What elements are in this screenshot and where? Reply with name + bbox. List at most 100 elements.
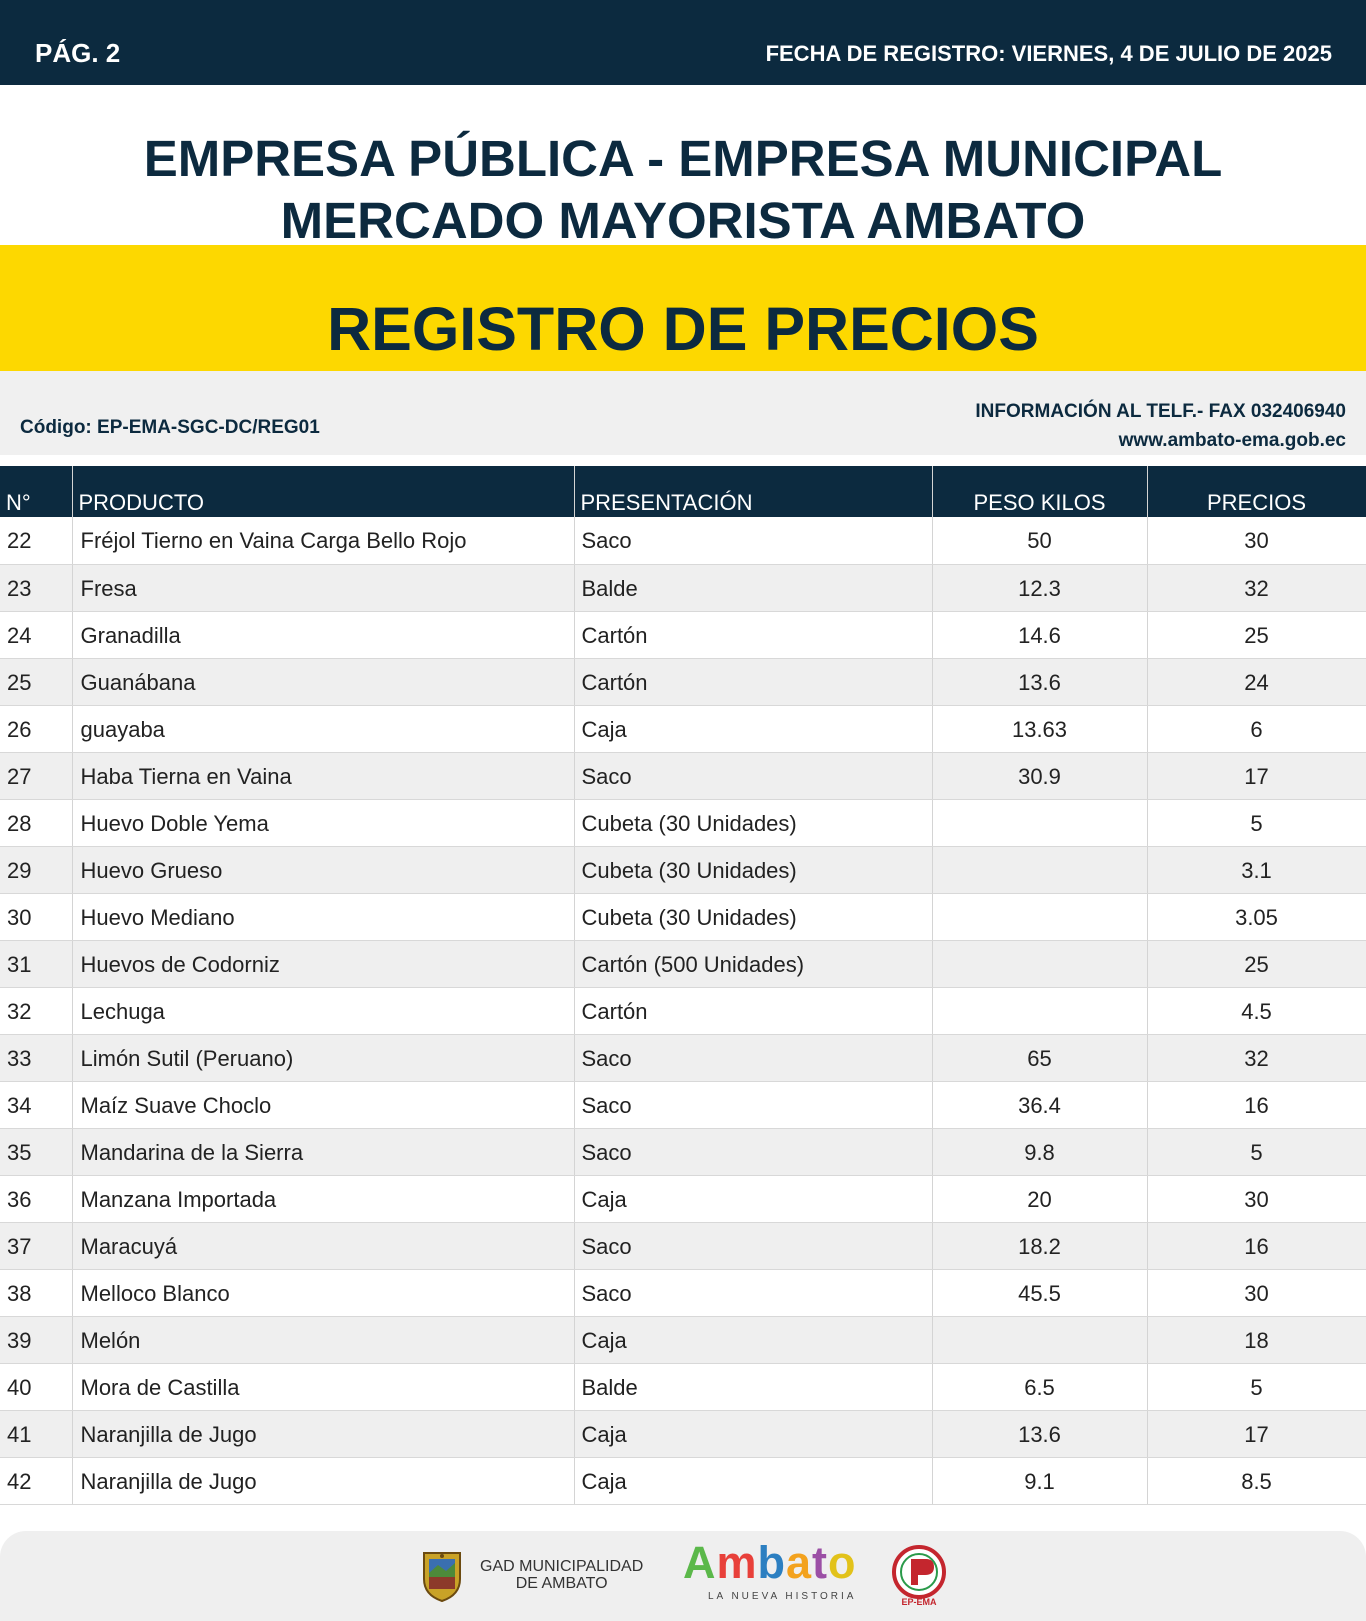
title-banner: REGISTRO DE PRECIOS [0, 245, 1366, 371]
cell-price: 17 [1147, 1410, 1366, 1458]
cell-number: 42 [0, 1457, 73, 1505]
cell-presentation: Caja [574, 1175, 933, 1223]
cell-number: 32 [0, 987, 73, 1035]
cell-weight: 12.3 [932, 564, 1148, 612]
gad-line-2: DE AMBATO [515, 1575, 608, 1592]
cell-presentation: Caja [574, 1457, 933, 1505]
cell-price: 17 [1147, 752, 1366, 800]
cell-product: Fresa [72, 564, 575, 612]
cell-number: 24 [0, 611, 73, 659]
table-row: 37 Maracuyá Saco 18.2 16 [0, 1222, 1366, 1270]
cell-price: 30 [1147, 1175, 1366, 1223]
cell-presentation: Saco [574, 517, 933, 565]
cell-product: Granadilla [72, 611, 575, 659]
table-row: 36 Manzana Importada Caja 20 30 [0, 1175, 1366, 1223]
ambato-crest-icon [423, 1552, 461, 1603]
header-price: PRECIOS [1147, 466, 1366, 517]
cell-weight [932, 799, 1148, 847]
cell-number: 36 [0, 1175, 73, 1223]
cell-number: 40 [0, 1363, 73, 1411]
table-row: 30 Huevo Mediano Cubeta (30 Unidades) 3.05 [0, 893, 1366, 941]
cell-presentation: Balde [574, 564, 933, 612]
cell-price: 25 [1147, 940, 1366, 988]
cell-product: Fréjol Tierno en Vaina Carga Bello Rojo [72, 517, 575, 565]
cell-number: 41 [0, 1410, 73, 1458]
cell-weight: 13.6 [932, 658, 1148, 706]
cell-product: Naranjilla de Jugo [72, 1410, 575, 1458]
cell-weight: 13.6 [932, 1410, 1148, 1458]
header-number: N° [0, 466, 73, 517]
cell-price: 25 [1147, 611, 1366, 659]
cell-weight [932, 940, 1148, 988]
cell-presentation: Cartón [574, 658, 933, 706]
cell-number: 37 [0, 1222, 73, 1270]
registration-date: FECHA DE REGISTRO: VIERNES, 4 DE JULIO D… [765, 41, 1332, 66]
cell-weight: 36.4 [932, 1081, 1148, 1129]
cell-product: Naranjilla de Jugo [72, 1457, 575, 1505]
cell-number: 33 [0, 1034, 73, 1082]
gad-line-1: GAD MUNICIPALIDAD [480, 1558, 644, 1575]
header-weight: PESO KILOS [932, 466, 1148, 517]
cell-price: 5 [1147, 799, 1366, 847]
cell-number: 39 [0, 1316, 73, 1364]
cell-price: 3.05 [1147, 893, 1366, 941]
cell-presentation: Cartón [574, 611, 933, 659]
table-row: 27 Haba Tierna en Vaina Saco 30.9 17 [0, 752, 1366, 800]
cell-weight: 45.5 [932, 1269, 1148, 1317]
table-row: 29 Huevo Grueso Cubeta (30 Unidades) 3.1 [0, 846, 1366, 894]
cell-weight [932, 987, 1148, 1035]
cell-product: Maíz Suave Choclo [72, 1081, 575, 1129]
cell-weight: 6.5 [932, 1363, 1148, 1411]
table-header-row: N° PRODUCTO PRESENTACIÓN PESO KILOS PREC… [0, 466, 1366, 517]
cell-presentation: Cartón [574, 987, 933, 1035]
table-row: 25 Guanábana Cartón 13.6 24 [0, 658, 1366, 706]
page-number: PÁG. 2 [35, 38, 121, 68]
cell-weight [932, 1316, 1148, 1364]
cell-presentation: Cubeta (30 Unidades) [574, 799, 933, 847]
cell-weight [932, 846, 1148, 894]
cell-number: 34 [0, 1081, 73, 1129]
cell-presentation: Saco [574, 1269, 933, 1317]
ep-ema-logo-icon: EP-EMA [892, 1545, 946, 1607]
cell-weight: 30.9 [932, 752, 1148, 800]
table-row: 23 Fresa Balde 12.3 32 [0, 564, 1366, 612]
ambato-tagline: LA NUEVA HISTORIA [708, 1591, 857, 1602]
cell-weight: 9.1 [932, 1457, 1148, 1505]
organization-name: EMPRESA PÚBLICA - EMPRESA MUNICIPAL MERC… [0, 128, 1366, 252]
cell-price: 4.5 [1147, 987, 1366, 1035]
document-title: REGISTRO DE PRECIOS [327, 295, 1039, 363]
cell-presentation: Caja [574, 705, 933, 753]
cell-number: 31 [0, 940, 73, 988]
cell-product: Maracuyá [72, 1222, 575, 1270]
cell-number: 23 [0, 564, 73, 612]
cell-weight: 14.6 [932, 611, 1148, 659]
table-row: 24 Granadilla Cartón 14.6 25 [0, 611, 1366, 659]
table-row: 26 guayaba Caja 13.63 6 [0, 705, 1366, 753]
cell-presentation: Cubeta (30 Unidades) [574, 893, 933, 941]
cell-number: 35 [0, 1128, 73, 1176]
cell-product: Huevo Mediano [72, 893, 575, 941]
svg-text:EP-EMA: EP-EMA [901, 1597, 937, 1607]
cell-weight: 9.8 [932, 1128, 1148, 1176]
ambato-logo: Ambato [683, 1537, 857, 1588]
cell-price: 5 [1147, 1363, 1366, 1411]
table-row: 34 Maíz Suave Choclo Saco 36.4 16 [0, 1081, 1366, 1129]
footer: GAD MUNICIPALIDAD DE AMBATO Ambato LA NU… [0, 1531, 1366, 1621]
cell-presentation: Saco [574, 1222, 933, 1270]
header-presentation: PRESENTACIÓN [574, 466, 933, 517]
cell-weight: 13.63 [932, 705, 1148, 753]
price-table: N° PRODUCTO PRESENTACIÓN PESO KILOS PREC… [0, 466, 1366, 1505]
cell-presentation: Cubeta (30 Unidades) [574, 846, 933, 894]
gad-logo-text: GAD MUNICIPALIDAD DE AMBATO [480, 1558, 643, 1592]
table-row: 33 Limón Sutil (Peruano) Saco 65 32 [0, 1034, 1366, 1082]
table-row: 22 Fréjol Tierno en Vaina Carga Bello Roj… [0, 517, 1366, 565]
cell-price: 6 [1147, 705, 1366, 753]
cell-product: Huevo Doble Yema [72, 799, 575, 847]
cell-product: Lechuga [72, 987, 575, 1035]
cell-number: 22 [0, 517, 73, 565]
table-row: 38 Melloco Blanco Saco 45.5 30 [0, 1269, 1366, 1317]
cell-price: 32 [1147, 564, 1366, 612]
table-row: 31 Huevos de Codorniz Cartón (500 Unidades… [0, 940, 1366, 988]
cell-price: 16 [1147, 1222, 1366, 1270]
cell-presentation: Cartón (500 Unidades) [574, 940, 933, 988]
